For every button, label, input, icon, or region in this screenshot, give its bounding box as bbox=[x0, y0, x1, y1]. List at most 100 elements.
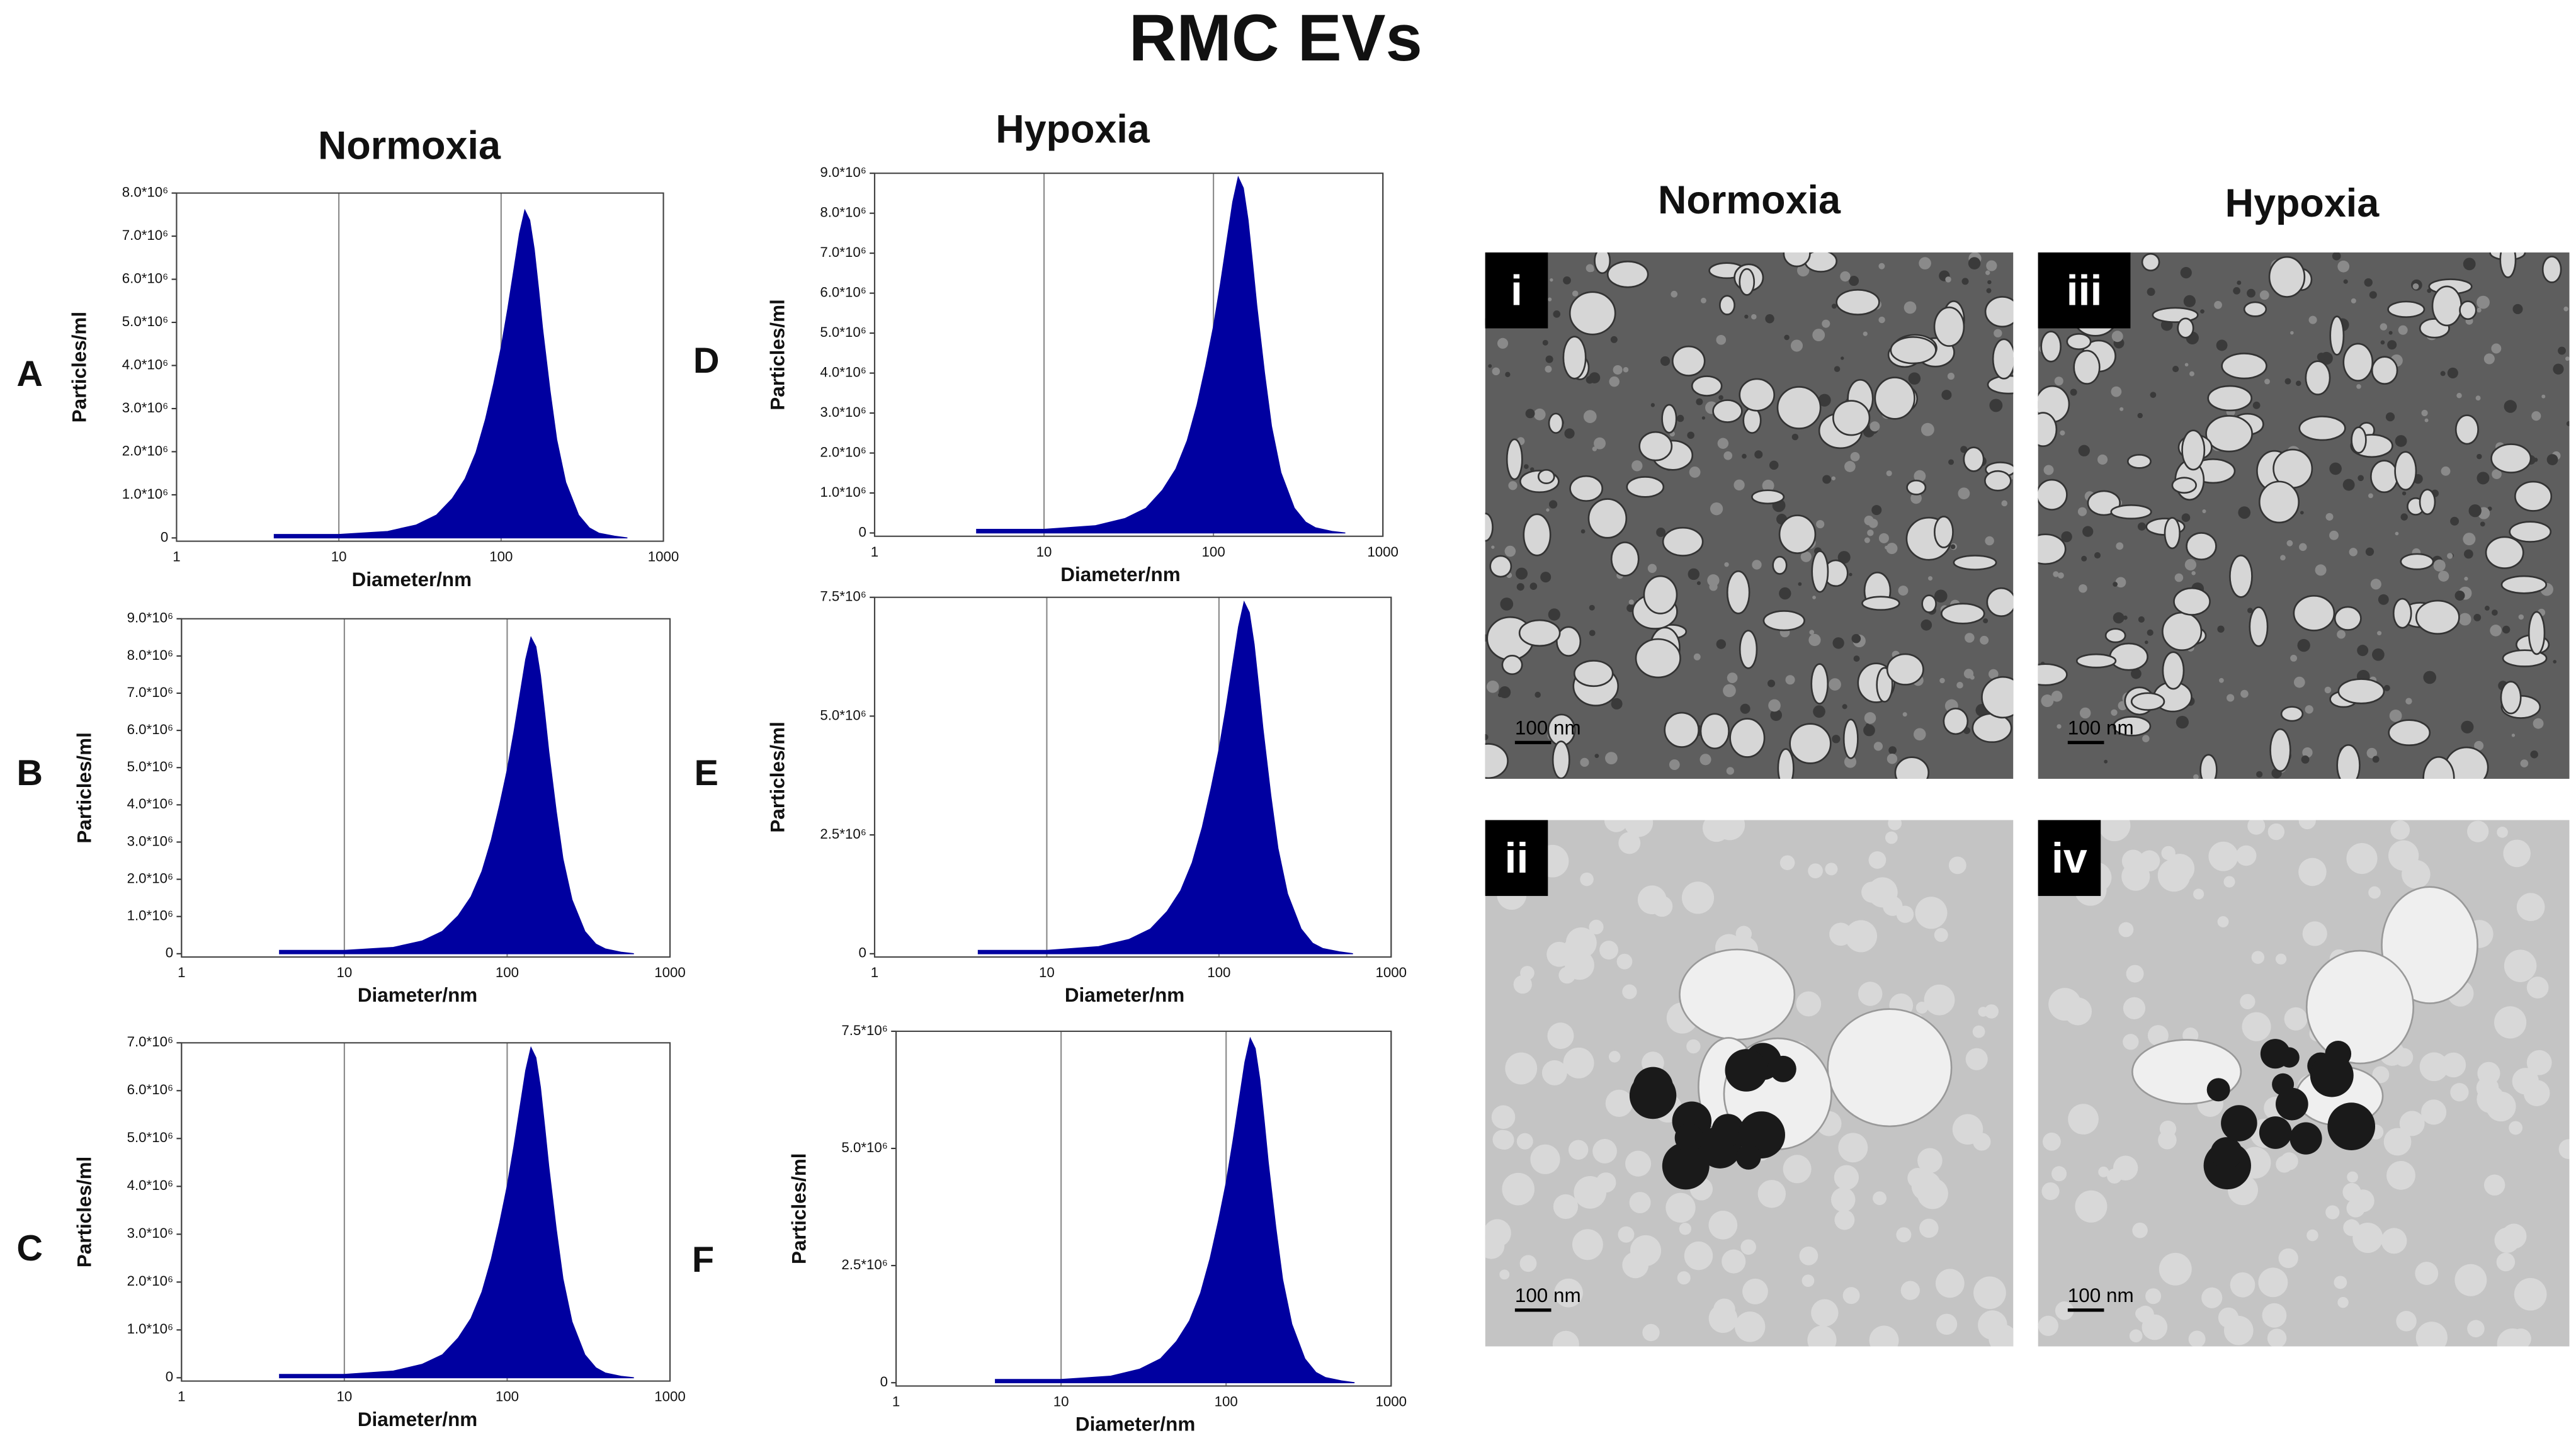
speckle bbox=[2118, 922, 2134, 937]
speckle bbox=[2302, 747, 2313, 758]
speckle bbox=[1723, 684, 1736, 698]
speckle bbox=[2115, 577, 2126, 588]
panel-letter: A bbox=[16, 354, 43, 394]
speckle bbox=[1751, 314, 1757, 320]
column-heading: Hypoxia bbox=[996, 107, 1150, 151]
vesicle bbox=[1992, 338, 2014, 380]
figure-title: RMC EVs bbox=[1129, 1, 1422, 75]
speckle bbox=[2041, 694, 2054, 708]
vesicle bbox=[2369, 460, 2398, 494]
speckle bbox=[1499, 686, 1511, 698]
speckle bbox=[2337, 630, 2346, 639]
dense-particle bbox=[2260, 1039, 2291, 1069]
vesicle bbox=[2280, 706, 2304, 722]
speckle bbox=[2497, 1328, 2528, 1347]
y-tick-label: 3.0*10⁶ bbox=[820, 404, 866, 420]
speckle bbox=[1693, 653, 1701, 660]
speckle bbox=[2369, 291, 2377, 299]
speckle bbox=[2329, 530, 2339, 540]
speckle bbox=[1902, 712, 1907, 717]
speckle bbox=[1726, 767, 1734, 775]
speckle bbox=[1754, 450, 1763, 459]
speckle bbox=[1689, 466, 1701, 478]
tem-image: ii 100 nm bbox=[1485, 820, 2014, 1347]
dense-particle bbox=[2327, 1102, 2376, 1150]
speckle bbox=[1563, 276, 1571, 285]
vesicle bbox=[2268, 256, 2306, 298]
speckle bbox=[1580, 872, 1594, 886]
x-tick-label: 10 bbox=[336, 1389, 352, 1405]
speckle bbox=[1679, 1223, 1691, 1235]
speckle bbox=[2349, 548, 2358, 557]
speckle bbox=[2473, 613, 2482, 621]
y-tick-label: 2.0*10⁶ bbox=[127, 870, 174, 886]
panel-label: iii bbox=[2067, 267, 2102, 315]
y-tick-label: 4.0*10⁶ bbox=[820, 364, 866, 380]
speckle bbox=[1708, 1211, 1738, 1240]
speckle bbox=[1548, 500, 1558, 509]
speckle bbox=[2372, 756, 2380, 763]
speckle bbox=[1733, 479, 1745, 490]
vesicle bbox=[1886, 653, 1924, 686]
speckle bbox=[1562, 937, 1588, 964]
speckle bbox=[1548, 297, 1552, 302]
speckle bbox=[2386, 1160, 2415, 1190]
speckle bbox=[2284, 378, 2291, 385]
vesicle bbox=[1712, 399, 1743, 423]
speckle bbox=[1830, 1187, 1856, 1212]
speckle bbox=[2441, 1052, 2466, 1078]
speckle bbox=[2098, 1166, 2109, 1177]
speckle bbox=[2332, 252, 2341, 261]
speckle bbox=[2227, 694, 2235, 702]
speckle bbox=[1950, 544, 1956, 550]
speckle bbox=[1989, 399, 2003, 412]
vesicle bbox=[2038, 478, 2068, 511]
speckle bbox=[2131, 668, 2142, 679]
speckle bbox=[1886, 470, 1892, 477]
speckle bbox=[1904, 301, 1917, 314]
speckle bbox=[2366, 747, 2378, 759]
vesicle bbox=[1777, 748, 1795, 779]
speckle bbox=[2383, 684, 2390, 691]
y-tick-label: 1.0*10⁶ bbox=[127, 908, 174, 924]
vesicle bbox=[1729, 718, 1766, 758]
speckle bbox=[1505, 371, 1511, 377]
speckle bbox=[2078, 444, 2090, 456]
speckle bbox=[2526, 977, 2549, 999]
x-axis-label: Diameter/nm bbox=[1075, 1413, 1195, 1435]
vesicle bbox=[2342, 343, 2374, 382]
speckle bbox=[1948, 459, 1955, 465]
vesicle bbox=[1778, 514, 1817, 554]
vesicle bbox=[2337, 678, 2385, 705]
column-heading: Normoxia bbox=[318, 123, 501, 167]
speckle bbox=[1973, 1133, 1991, 1151]
speckle bbox=[1594, 754, 1599, 758]
label-box bbox=[2038, 252, 2131, 329]
vesicle bbox=[2162, 651, 2185, 690]
plot-frame bbox=[181, 618, 671, 958]
speckle bbox=[1867, 529, 1874, 536]
speckle bbox=[2235, 845, 2257, 866]
y-tick-label: 4.0*10⁶ bbox=[122, 356, 169, 372]
speckle bbox=[2208, 841, 2238, 871]
speckle bbox=[2372, 648, 2385, 661]
speckle bbox=[2123, 997, 2146, 1019]
speckle bbox=[1553, 1194, 1579, 1220]
speckle bbox=[2395, 531, 2399, 536]
speckle bbox=[1589, 267, 1594, 272]
speckle bbox=[2324, 686, 2332, 694]
speckle bbox=[2147, 629, 2153, 636]
speckle bbox=[1677, 1271, 1691, 1285]
speckle bbox=[1898, 586, 1909, 596]
vesicle bbox=[1742, 407, 1762, 434]
speckle bbox=[1928, 576, 1933, 581]
speckle bbox=[2038, 1315, 2058, 1337]
speckle bbox=[2137, 412, 2143, 419]
speckle bbox=[2463, 258, 2476, 271]
vesicle bbox=[2221, 353, 2267, 380]
speckle bbox=[1574, 1176, 1607, 1209]
speckle bbox=[2180, 267, 2192, 279]
speckle bbox=[1832, 637, 1844, 649]
speckle bbox=[2121, 849, 2145, 873]
vesicle bbox=[1953, 555, 1997, 570]
